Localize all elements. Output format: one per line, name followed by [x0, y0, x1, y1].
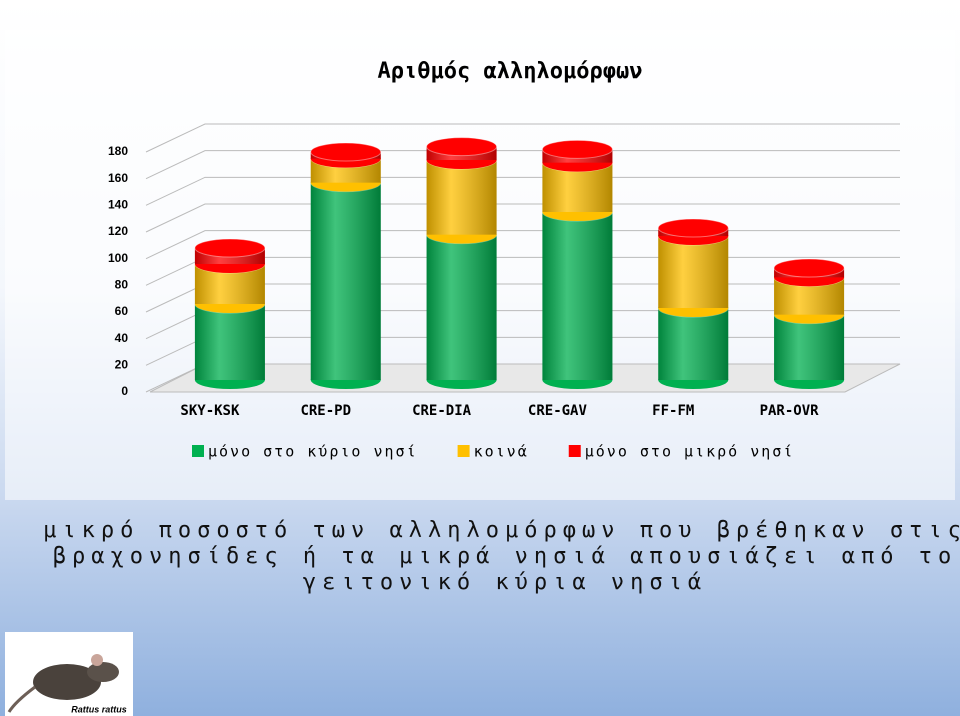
segment-top — [426, 137, 498, 157]
segment-top — [541, 139, 613, 159]
segment-shade — [310, 182, 381, 380]
grid-line — [145, 203, 900, 233]
chart-title: Αριθμός αλληλομόρφων — [378, 59, 643, 84]
x-tick-label: CRE-DIA — [412, 403, 472, 419]
grid-line — [145, 123, 900, 153]
rat-body — [33, 664, 101, 700]
segment-top — [773, 258, 845, 278]
y-tick-label: 20 — [115, 358, 129, 372]
rat-image: Rattus rattus — [5, 632, 133, 716]
caption-line: βραχονησίδες ή τα μικρά νησιά απουσιάζει… — [52, 544, 958, 569]
segment-shade — [426, 160, 497, 235]
x-tick-label: PAR-OVR — [760, 403, 820, 419]
segment-shade — [542, 212, 613, 380]
segment-top — [194, 238, 266, 258]
x-tick-label: CRE-PD — [300, 403, 351, 419]
segment-top — [310, 142, 382, 162]
y-tick-label: 180 — [108, 144, 128, 158]
y-tick-label: 120 — [108, 224, 128, 238]
legend-label: μόνο στο μικρό νησί — [585, 443, 795, 461]
segment-shade — [774, 314, 845, 380]
image-label: Rattus rattus — [71, 704, 127, 714]
caption: μικρό ποσοστό των αλληλομόρφων που βρέθη… — [0, 518, 960, 596]
grid-line — [145, 150, 900, 180]
legend-label: μόνο στο κύριο νησί — [208, 443, 418, 461]
y-tick-label: 100 — [108, 251, 128, 265]
legend-swatch — [192, 445, 204, 457]
y-tick-label: 160 — [108, 171, 128, 185]
y-tick-label: 80 — [115, 278, 129, 292]
segment-shade — [658, 236, 729, 308]
y-tick-label: 140 — [108, 198, 128, 212]
y-tick-label: 0 — [121, 384, 128, 398]
x-tick-label: CRE-GAV — [528, 403, 588, 419]
segment-shade — [426, 234, 497, 380]
rat-tail — [7, 685, 36, 713]
caption-line: γειτονικό κύρια νησιά — [302, 570, 708, 595]
rat-ear — [91, 654, 103, 666]
legend-swatch — [568, 445, 581, 457]
legend-label: κοινά — [474, 443, 529, 461]
caption-line: μικρό ποσοστό των αλληλομόρφων που βρέθη… — [43, 518, 960, 543]
x-tick-label: FF-FM — [652, 403, 694, 419]
segment-shade — [658, 308, 729, 380]
segment-top — [657, 218, 729, 238]
y-tick-label: 40 — [115, 331, 129, 345]
grid-line — [145, 176, 900, 206]
segment-shade — [194, 304, 265, 380]
rat-head — [87, 662, 119, 682]
chart: Αριθμός αλληλομόρφων 0 20 40 60 80 100 120 140 1… — [107, 59, 901, 461]
legend-swatch — [457, 445, 470, 457]
y-tick-label: 60 — [115, 304, 129, 318]
x-tick-label: SKY-KSK — [180, 403, 240, 419]
